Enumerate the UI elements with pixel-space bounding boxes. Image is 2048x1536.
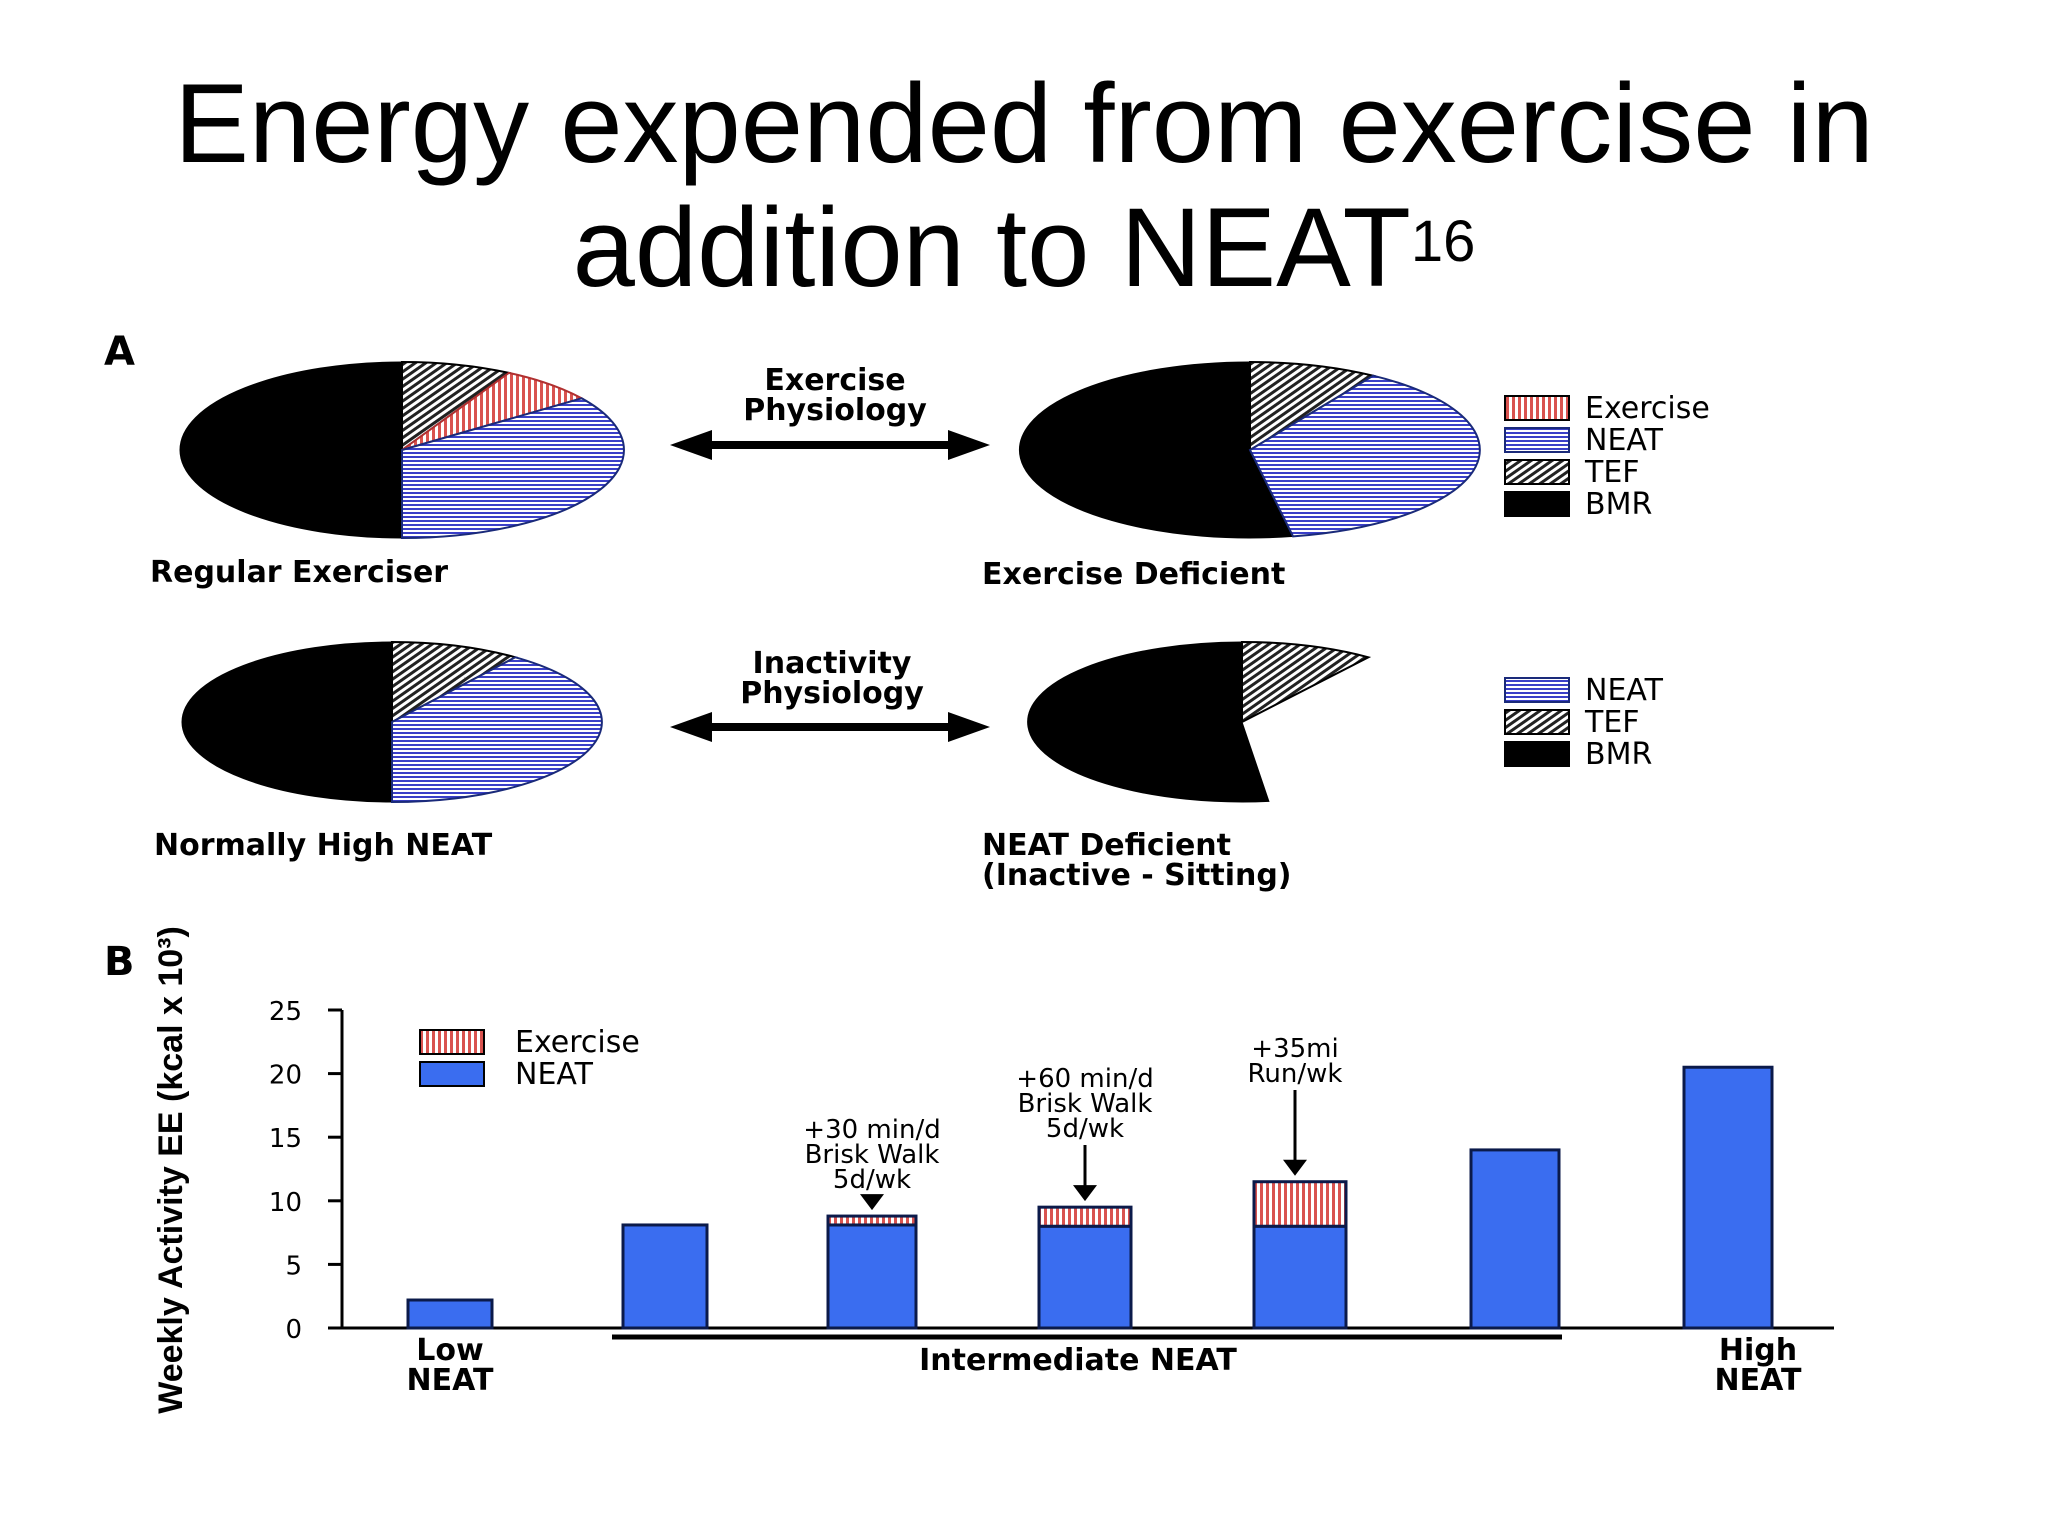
pie-4 xyxy=(1027,640,1372,803)
x-group-3-line-1: High xyxy=(1719,1333,1797,1368)
pie-captions: Regular Exerciser Exercise Deficient Norma… xyxy=(150,555,1292,893)
bar-neat-3 xyxy=(826,1223,918,1330)
exercise-physiology-label-2: Physiology xyxy=(743,393,927,428)
pie-4-slice-tef xyxy=(1241,640,1372,724)
y-tick-label-5: 5 xyxy=(285,1251,302,1281)
legend-b-swatch-neat xyxy=(419,1061,485,1087)
legend-b-label-neat: NEAT xyxy=(515,1057,594,1092)
bar-neat-6 xyxy=(1469,1148,1561,1330)
annotation-3-line-2: Run/wk xyxy=(1248,1059,1343,1089)
annotation-3-arrowhead xyxy=(1283,1159,1307,1176)
pie-2-caption-1: Exercise Deficient xyxy=(982,557,1285,592)
annotation-1-arrowhead xyxy=(860,1194,884,1211)
legend-top-swatch-bmr xyxy=(1504,491,1570,517)
x-group-2-line-1: Intermediate NEAT xyxy=(919,1343,1237,1378)
bar-neat-4 xyxy=(1037,1224,1133,1330)
pie-2-slice-tef xyxy=(1249,360,1376,452)
bar-exercise-5 xyxy=(1252,1180,1348,1228)
annotation-3-line-1: +35mi xyxy=(1251,1034,1338,1064)
legend-b-swatch-exercise xyxy=(419,1029,485,1055)
pie-1-slice-neat xyxy=(401,397,625,540)
pie-2-slice-neat xyxy=(1248,374,1481,538)
inactivity-physiology-arrow: Inactivity Physiology xyxy=(670,646,990,742)
bar-exercise-4 xyxy=(1037,1205,1133,1228)
slide-title: Energy expended from exercise in additio… xyxy=(0,62,2048,310)
pie-4-slice-bmr xyxy=(1027,641,1270,803)
bar-neat-1 xyxy=(406,1298,494,1330)
pie-3-slice-tef xyxy=(391,640,519,724)
legend-bottom-label-neat: NEAT xyxy=(1585,673,1664,708)
pie-2 xyxy=(1018,360,1481,539)
annotation-2-line-3: 5d/wk xyxy=(1046,1114,1124,1144)
legend-top-swatch-neat xyxy=(1504,427,1570,453)
x-group-intermediate-neat: Intermediate NEAT xyxy=(612,1334,1562,1378)
x-group-1-line-1: Low xyxy=(416,1333,483,1368)
bar-chart: 0 5 10 15 20 25 Weekly Activity EE (kcal x 10³… xyxy=(152,926,1834,1414)
annotation-2-arrowhead xyxy=(1073,1185,1097,1202)
bar-neat-2 xyxy=(621,1223,709,1330)
annotation-2-line-1: +60 min/d xyxy=(1016,1064,1153,1094)
pie-3-caption-1: Normally High NEAT xyxy=(154,828,493,863)
title-text: Energy expended from exercise in additio… xyxy=(174,61,1874,310)
y-axis-label: Weekly Activity EE (kcal x 10³) xyxy=(152,926,190,1414)
panel-b-letter: B xyxy=(104,939,135,985)
legend-top-swatch-tef xyxy=(1504,459,1570,485)
legend-bottom-label-tef: TEF xyxy=(1584,705,1640,740)
title-citation: 16 xyxy=(1410,209,1476,274)
pie-1-caption-1: Regular Exerciser xyxy=(150,555,448,590)
legend-bottom-label-bmr: BMR xyxy=(1585,737,1652,772)
pie-3-slice-neat xyxy=(391,656,603,804)
y-tick-label-25: 25 xyxy=(269,997,302,1027)
pie-2-slice-bmr xyxy=(1018,361,1294,539)
annotation-1-line-3: 5d/wk xyxy=(833,1165,911,1195)
legend-b-label-exercise: Exercise xyxy=(515,1025,640,1060)
legend-top-label-exercise: Exercise xyxy=(1585,391,1710,426)
x-group-1-line-2: NEAT xyxy=(407,1363,494,1398)
exercise-physiology-label-1: Exercise xyxy=(764,363,905,398)
inactivity-physiology-label-2: Physiology xyxy=(740,676,924,711)
y-tick-label-0: 0 xyxy=(285,1315,302,1345)
annotation-1-line-1: +30 min/d xyxy=(803,1115,940,1145)
annotation-2-line-2: Brisk Walk xyxy=(1018,1089,1153,1119)
pie-1 xyxy=(179,360,625,540)
pie-3-slice-bmr xyxy=(181,641,393,803)
y-tick-label-10: 10 xyxy=(269,1188,302,1218)
y-tick-label-15: 15 xyxy=(269,1124,302,1154)
legend-bottom-swatch-neat xyxy=(1504,677,1570,703)
pie-charts xyxy=(179,360,1481,804)
bar-neat-5 xyxy=(1252,1224,1348,1330)
pie-3 xyxy=(181,640,603,804)
y-tick-label-20: 20 xyxy=(269,1061,302,1091)
exercise-physiology-arrow: Exercise Physiology xyxy=(670,363,990,460)
legend-top-label-bmr: BMR xyxy=(1585,487,1652,522)
bar-exercise-3 xyxy=(826,1214,918,1227)
panel-a-letter: A xyxy=(104,329,135,375)
legend-bottom-swatch-tef xyxy=(1504,709,1570,735)
legend-top-label-neat: NEAT xyxy=(1585,423,1664,458)
inactivity-physiology-label-1: Inactivity xyxy=(753,646,912,681)
legend-top-swatch-exercise xyxy=(1504,395,1570,421)
legend-top-label-tef: TEF xyxy=(1584,455,1640,490)
x-group-3-line-2: NEAT xyxy=(1715,1363,1802,1398)
pie-1-slice-tef xyxy=(401,360,512,452)
legend-bottom-swatch-bmr xyxy=(1504,741,1570,767)
pie-4-caption-1: NEAT Deficient xyxy=(982,828,1231,863)
pie-4-caption-2: (Inactive - Sitting) xyxy=(982,858,1292,893)
annotation-1-line-2: Brisk Walk xyxy=(805,1140,940,1170)
bar-neat-7 xyxy=(1682,1065,1774,1330)
pie-1-slice-bmr xyxy=(179,361,403,539)
